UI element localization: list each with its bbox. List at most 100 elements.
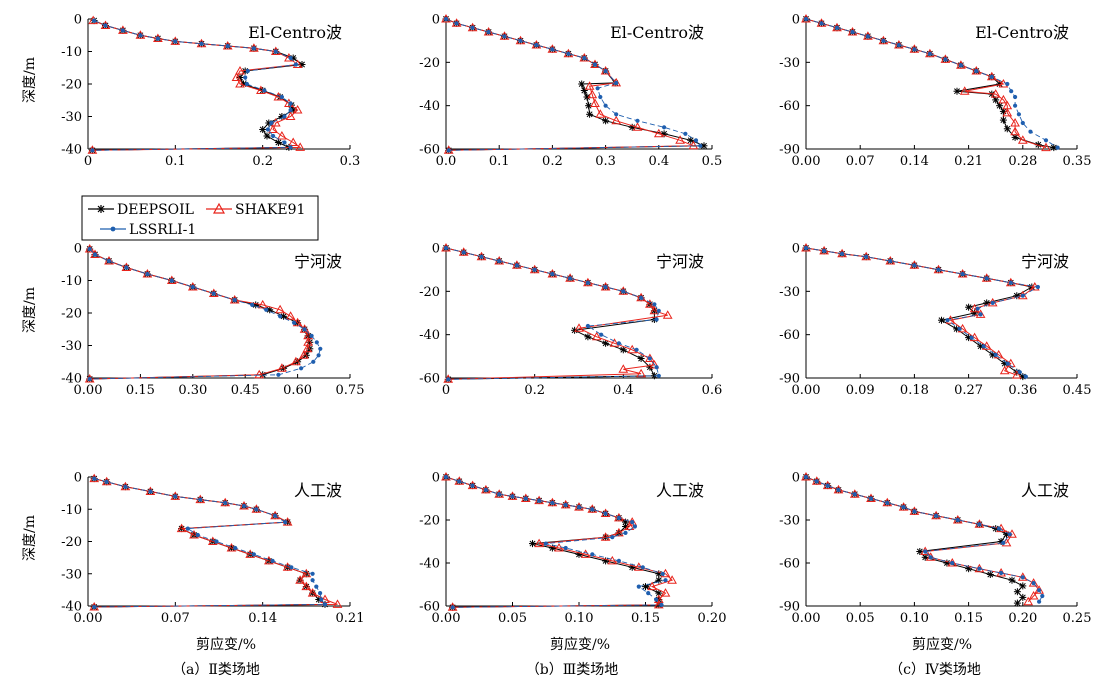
panel-c-3-series-deepsoil-point-19-d2 xyxy=(987,571,994,578)
panel-a-1-series-lssrli1-point-21 xyxy=(265,127,270,132)
panel-a-1-series-lssrli1-point-17 xyxy=(288,101,293,106)
panel-b-2-series-deepsoil-point-17-d2 xyxy=(602,340,609,347)
panel-c-2-xtick-label-1: 0.09 xyxy=(846,383,875,398)
panel-c-3-series-lssrli1-point-15 xyxy=(923,549,928,554)
panel-b-2-xtick-label-0: 0 xyxy=(442,383,450,398)
panel-a-2-ytick-label-4: -40 xyxy=(61,372,82,387)
panel-a-2-xtick-label-0: 0.00 xyxy=(74,383,103,398)
panel-c-1-series-shake91-point-18 xyxy=(1002,107,1013,117)
panel-b-3-series-lssrli1-point-6 xyxy=(523,496,528,501)
panel-a-2-series-lssrli1-point-2 xyxy=(106,258,112,264)
panel-b-1-series-lssrli1-point-22 xyxy=(446,148,451,153)
panel-a-1-ytick-label-1: -10 xyxy=(61,45,82,60)
panel-a-3-series-lssrli1-point-24 xyxy=(92,604,97,610)
panel-c-3-series-lssrli1 xyxy=(803,474,1045,604)
panel-c-1-series-deepsoil-point-18-d2 xyxy=(1000,108,1007,115)
panel-b-2-xtick-label-2: 0.4 xyxy=(613,383,634,398)
panel-c-2-series-lssrli1-line xyxy=(805,247,1040,377)
panel-b-2-ytick-label-2: -40 xyxy=(419,328,440,343)
panel-a-2-series-lssrli1-point-3 xyxy=(124,265,129,270)
panel-b-3-series-shake91-point-16 xyxy=(614,527,624,537)
panel-c-2-series-deepsoil-point-18-d2 xyxy=(977,343,984,350)
panel-b-1-series-shake91-point-14 xyxy=(587,89,598,99)
panel-a-1-series-lssrli1 xyxy=(90,18,298,153)
panel-c-2-series-deepsoil-point-20-d2 xyxy=(1001,360,1008,367)
legend-marker-deepsoil xyxy=(97,205,105,213)
panel-b-1-series-lssrli1-point-3 xyxy=(486,29,491,35)
panel-a-2-series-deepsoil-point-10-d2 xyxy=(266,306,273,313)
panel-c-1-ytick-label-3: -90 xyxy=(779,143,800,158)
panel-c-2-series-shake91-line xyxy=(805,247,1037,376)
panel-a-3: 0.00 0.07 0.14 0.21 0 -10 -20 -30 -40 人工波 xyxy=(61,471,364,627)
panel-c-3-xtick-label-4: 0.20 xyxy=(1008,611,1037,626)
panel-a-3-series-lssrli1-point-7 xyxy=(241,503,247,509)
panel-b-2-series-lssrli1-point-5 xyxy=(532,267,537,272)
panel-c-3-series-deepsoil-point-23-d2 xyxy=(1019,594,1026,601)
panel-c-3-xtick-label-0: 0.00 xyxy=(792,611,821,626)
panel-c-2-series-lssrli1-point-6 xyxy=(936,267,941,272)
panel-b-1-series-lssrli1-point-9 xyxy=(582,55,587,61)
panel-c-3-series-lssrli1-point-6 xyxy=(885,500,890,505)
panel-a-2-series-shake91-point-20 xyxy=(254,369,265,379)
panel-b-1-series-lssrli1-point-12 xyxy=(614,80,619,85)
panel-b-1-series-lssrli1 xyxy=(443,16,703,153)
panel-a-1-xtick-label-0: 0 xyxy=(84,154,92,169)
caption-a: （a）Ⅱ类场地 xyxy=(172,662,260,678)
panel-a-2-xtick-label-3: 0.45 xyxy=(231,383,260,398)
panel-a-1-series-shake91-point-19 xyxy=(285,111,296,120)
panel-c-1-series-lssrli1-point-19 xyxy=(1028,129,1033,134)
panel-a-1-series-lssrli1-point-0 xyxy=(92,18,97,23)
panel-c-1-xtick-label-1: 0.07 xyxy=(846,154,875,169)
panel-a-1-series-deepsoil-point-23 xyxy=(274,139,282,146)
panel-b-2-series-shake91-point-13 xyxy=(649,305,660,315)
panel-c-1-series-lssrli1-line xyxy=(805,18,1058,148)
panel-b-3-series-shake91-point-20 xyxy=(580,549,591,558)
panel-c-2-series-deepsoil-point-13-d2 xyxy=(965,304,972,311)
panel-c-1-series-deepsoil-point-17 xyxy=(996,102,1004,110)
legend-marker-lssrli xyxy=(110,226,116,232)
panel-c-3: 0.00 0.05 0.10 0.15 0.20 0.25 0 -30 -60 -90 人工波 xyxy=(779,471,1091,627)
panel-a-3-series-lssrli1-point-18 xyxy=(310,571,315,576)
panel-a-2-series-shake91-point-9 xyxy=(257,299,268,309)
panel-a-1-series-lssrli1-point-1 xyxy=(103,23,108,28)
panel-a-3-series-lssrli1-point-22 xyxy=(319,597,324,602)
panel-b-1-series-lssrli1-point-11 xyxy=(603,68,608,74)
panel-b-3-series-lssrli1-point-21 xyxy=(616,558,622,564)
panel-b-3-series-deepsoil-point-19-d2 xyxy=(549,545,556,551)
panel-a-3-series-lssrli1-point-20 xyxy=(314,584,319,589)
panel-c-1-series-lssrli1-point-20 xyxy=(1043,138,1049,143)
panel-a-1-series-deepsoil-point-11-d2 xyxy=(299,61,305,68)
panel-c-3-series-lssrli1-point-9 xyxy=(934,513,939,518)
panel-c-1-series-lssrli1-point-5 xyxy=(881,38,886,43)
panel-a-1-series-lssrli1-point-15 xyxy=(262,88,267,93)
panel-b-3-series-deepsoil-point-23-d2 xyxy=(655,570,662,577)
panel-c-1-series-lssrli1-point-17 xyxy=(1016,112,1022,117)
panel-b-3-series-lssrli1-point-2 xyxy=(470,483,475,488)
panel-a-2-series-deepsoil-point-10 xyxy=(266,306,274,314)
panel-a-1-series-shake91-point-20 xyxy=(270,117,281,127)
panel-b-3: 0.00 0.05 0.10 0.15 0.20 0 -20 -40 -60 人工波 xyxy=(419,471,726,627)
panel-c-2-series-deepsoil-point-17 xyxy=(965,334,973,342)
panel-b-3-series-lssrli1-point-26 xyxy=(646,591,651,596)
panel-a-1-series-lssrli1-point-6 xyxy=(199,41,204,46)
panel-a-1-series-shake91-point-13 xyxy=(231,72,242,81)
panel-c-3-series-lssrli1-point-10 xyxy=(955,517,960,523)
panel-c-2-series-lssrli1-point-17 xyxy=(969,335,974,340)
panel-b-1-series-shake91-point-15 xyxy=(590,98,600,107)
panel-c-1-ytick-label-0: 0 xyxy=(792,13,800,28)
panel-b-1-series-lssrli1-point-4 xyxy=(502,34,507,39)
panel-a-1-series-lssrli1-point-22 xyxy=(271,133,276,139)
panel-c-2-xtick-label-3: 0.27 xyxy=(954,383,983,398)
panel-c-1-series-shake91-point-14 xyxy=(959,86,970,95)
panel-b-3-series-lssrli1-point-25 xyxy=(636,584,641,589)
panel-b-2: 0 0.2 0.4 0.6 0 -20 -40 -60 宁河波 xyxy=(419,242,722,399)
panel-a-3-series-lssrli1-point-2 xyxy=(123,484,128,489)
panel-c-3-series-lssrli1-point-22 xyxy=(1037,588,1042,593)
panel-a-1-series-lssrli1-point-9 xyxy=(273,49,278,54)
panel-a-1-xtick-label-3: 0.3 xyxy=(340,154,361,169)
panel-b-2-series-deepsoil-point-17 xyxy=(602,339,610,347)
panel-a-1-series-lssrli1-point-24 xyxy=(288,145,293,150)
panel-a-3-series-shake91-point-23 xyxy=(332,599,343,608)
panel-b-2-series-lssrli1-point-22 xyxy=(446,377,451,382)
panel-b-1-series-shake91-point-21 xyxy=(688,140,699,150)
